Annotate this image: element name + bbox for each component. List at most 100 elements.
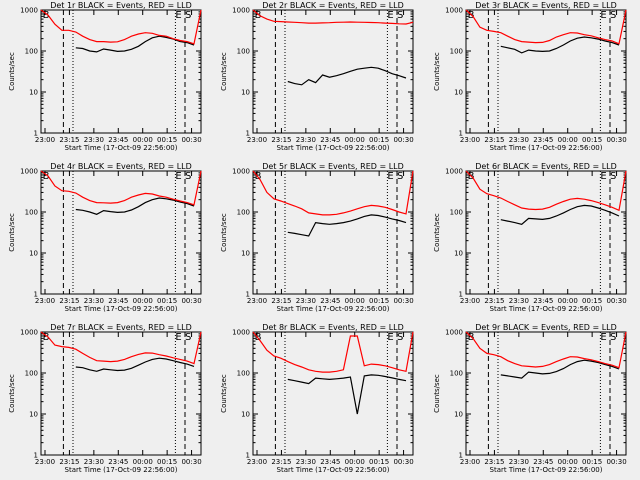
plot-title: Det 2r BLACK = Events, RED = LLD [262, 1, 404, 10]
x-tick-label: 23:30 [84, 458, 104, 466]
plot-title: Det 5r BLACK = Events, RED = LLD [262, 162, 404, 171]
y-tick-label: 100 [450, 48, 463, 56]
plot-frame [465, 9, 627, 134]
x-tick-label: 00:15 [157, 458, 177, 466]
y-axis-label: Counts/sec [433, 213, 441, 252]
x-tick-label: 00:15 [582, 458, 602, 466]
y-tick-label: 1000 [445, 168, 463, 176]
plot-frame [40, 9, 202, 134]
x-tick-label: 23:30 [296, 297, 316, 305]
panel-det-2: Det 2r BLACK = Events, RED = LLD Counts/s… [220, 1, 414, 152]
x-tick-label: 23:00 [35, 297, 55, 305]
y-tick-label: 1 [246, 291, 250, 299]
x-tick-label: 00:00 [558, 136, 578, 144]
x-tick-label: 00:15 [157, 297, 177, 305]
panel-det-9: Det 9r BLACK = Events, RED = LLD Counts/s… [433, 323, 627, 474]
x-tick-label: 00:15 [369, 297, 389, 305]
series-line-events [75, 197, 195, 215]
x-tick-label: 23:30 [509, 136, 529, 144]
x-axis-label: Start Time (17-Oct-09 22:56:00) [277, 305, 390, 313]
x-tick-label: 23:00 [35, 458, 55, 466]
y-axis-label: Counts/sec [433, 374, 441, 413]
y-tick-label: 100 [25, 48, 38, 56]
x-tick-label: 00:00 [558, 297, 578, 305]
y-tick-label: 10 [241, 411, 250, 419]
x-tick-label: 23:30 [84, 297, 104, 305]
series-line-events [75, 357, 195, 372]
marker-e: E [387, 332, 393, 343]
marker-s: S [397, 171, 403, 182]
plot-title: Det 1r BLACK = Events, RED = LLD [50, 1, 192, 10]
marker-e: E [175, 171, 181, 182]
marker-b: B [255, 10, 262, 21]
x-tick-label: 23:30 [296, 458, 316, 466]
x-tick-label: 23:30 [296, 136, 316, 144]
plot-title: Det 7r BLACK = Events, RED = LLD [50, 323, 192, 332]
panel-det-6: Det 6r BLACK = Events, RED = LLD Counts/s… [433, 162, 627, 313]
x-tick-label: 23:45 [108, 458, 128, 466]
y-tick-label: 1 [246, 130, 250, 138]
y-axis-label: Counts/sec [220, 374, 228, 413]
x-tick-label: 23:00 [247, 458, 267, 466]
x-axis-label: Start Time (17-Oct-09 22:56:00) [277, 144, 390, 152]
x-tick-label: 23:15 [271, 136, 291, 144]
y-tick-label: 10 [29, 250, 38, 258]
series-line-events [500, 36, 620, 54]
x-tick-label: 00:30 [393, 458, 413, 466]
y-tick-label: 10 [29, 411, 38, 419]
panel-det-5: Det 5r BLACK = Events, RED = LLD Counts/s… [220, 162, 414, 313]
marker-e: E [600, 171, 606, 182]
y-tick-label: 100 [25, 209, 38, 217]
marker-e: E [387, 171, 393, 182]
y-tick-label: 1 [459, 130, 463, 138]
x-tick-label: 00:00 [133, 297, 153, 305]
y-tick-label: 1000 [232, 7, 250, 15]
x-tick-label: 23:00 [247, 136, 267, 144]
series-line-lld [465, 170, 627, 212]
marker-b: B [43, 332, 50, 343]
marker-s: S [185, 171, 191, 182]
x-tick-label: 23:00 [460, 458, 480, 466]
panel-det-7: Det 7r BLACK = Events, RED = LLD Counts/s… [8, 323, 202, 474]
panel-det-3: Det 3r BLACK = Events, RED = LLD Counts/s… [433, 1, 627, 152]
x-tick-label: 23:45 [320, 297, 340, 305]
x-tick-label: 00:30 [393, 297, 413, 305]
plot-title: Det 6r BLACK = Events, RED = LLD [475, 162, 617, 171]
x-tick-label: 00:00 [345, 458, 365, 466]
x-axis-label: Start Time (17-Oct-09 22:56:00) [490, 466, 603, 474]
y-tick-label: 10 [454, 89, 463, 97]
y-tick-label: 100 [25, 370, 38, 378]
marker-e: E [175, 10, 181, 21]
x-tick-label: 00:30 [606, 458, 626, 466]
marker-s: S [610, 332, 616, 343]
marker-s: S [610, 10, 616, 21]
series-line-lld [252, 9, 414, 25]
x-tick-label: 23:45 [320, 458, 340, 466]
y-axis-label: Counts/sec [220, 213, 228, 252]
x-tick-label: 00:15 [369, 458, 389, 466]
marker-b: B [43, 171, 50, 182]
x-tick-label: 23:15 [484, 297, 504, 305]
x-tick-label: 00:30 [181, 458, 201, 466]
plot-frame [252, 9, 414, 134]
y-axis-label: Counts/sec [8, 374, 16, 413]
marker-s: S [610, 171, 616, 182]
y-tick-label: 100 [450, 209, 463, 217]
x-axis-label: Start Time (17-Oct-09 22:56:00) [277, 466, 390, 474]
x-axis-label: Start Time (17-Oct-09 22:56:00) [490, 144, 603, 152]
y-tick-label: 10 [454, 411, 463, 419]
panel-det-4: Det 4r BLACK = Events, RED = LLD Counts/s… [8, 162, 202, 313]
x-axis-label: Start Time (17-Oct-09 22:56:00) [65, 466, 178, 474]
series-line-events [287, 214, 407, 237]
marker-s: S [397, 332, 403, 343]
series-line-events [500, 359, 620, 379]
plot-frame [40, 170, 202, 295]
series-line-events [75, 35, 195, 53]
x-axis-label: Start Time (17-Oct-09 22:56:00) [65, 305, 178, 313]
x-axis-label: Start Time (17-Oct-09 22:56:00) [65, 144, 178, 152]
series-line-lld [40, 170, 202, 206]
panel-det-1: Det 1r BLACK = Events, RED = LLD Counts/s… [8, 1, 202, 152]
x-tick-label: 23:45 [533, 297, 553, 305]
y-tick-label: 100 [237, 48, 250, 56]
x-tick-label: 23:00 [460, 297, 480, 305]
